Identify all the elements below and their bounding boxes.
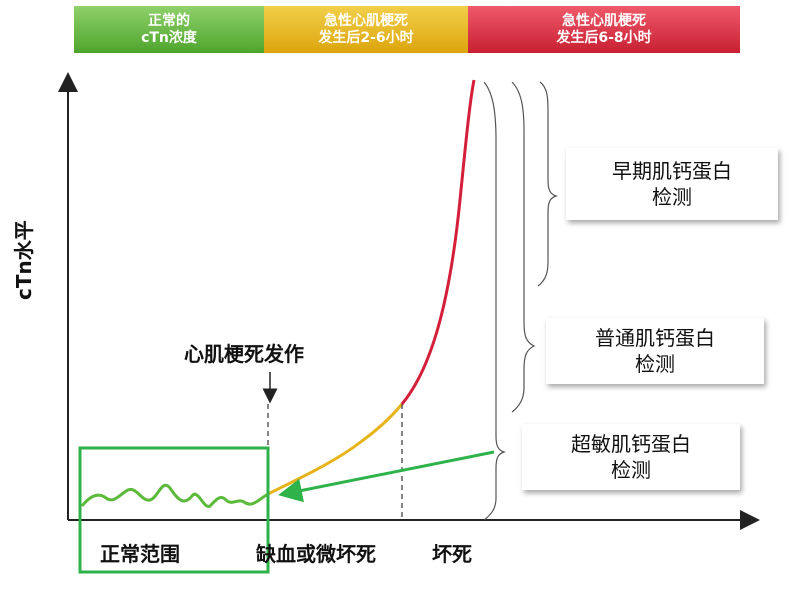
early-detection-line2: 检测 bbox=[652, 185, 692, 209]
early-detection-line1: 早期肌钙蛋白 bbox=[612, 159, 732, 183]
phase-band-2-6h-line1: 急性心肌梗死 bbox=[324, 12, 408, 29]
hs-detection-box: 超敏肌钙蛋白 检测 bbox=[522, 424, 740, 490]
normal-range-curve bbox=[80, 483, 269, 508]
phase-band-normal: 正常的 cTn浓度 bbox=[74, 6, 264, 53]
early-detection-brace bbox=[537, 81, 558, 287]
x-label-necrosis: 坏死 bbox=[432, 542, 472, 566]
hs-detection-line2: 检测 bbox=[611, 458, 651, 482]
x-label-normal-range: 正常范围 bbox=[100, 542, 180, 566]
normal-range-highlight-box bbox=[78, 446, 270, 574]
y-axis-label: cTn水平 bbox=[12, 220, 36, 300]
phase-band-2-6h-line2: 发生后2-6小时 bbox=[318, 29, 414, 46]
steep-ctn-curve bbox=[400, 79, 476, 405]
rising-ctn-curve bbox=[267, 403, 404, 496]
standard-detection-brace bbox=[511, 81, 536, 413]
phase-band-normal-line2: cTn浓度 bbox=[141, 29, 197, 46]
standard-detection-line1: 普通肌钙蛋白 bbox=[595, 326, 715, 350]
phase-band-6-8h-line2: 发生后6-8小时 bbox=[556, 29, 652, 46]
standard-detection-box: 普通肌钙蛋白 检测 bbox=[546, 318, 764, 384]
onset-label: 心肌梗死发作 bbox=[184, 342, 304, 366]
phase-band-6-8h-line1: 急性心肌梗死 bbox=[562, 12, 646, 29]
phase-band-6-8h: 急性心肌梗死 发生后6-8小时 bbox=[468, 6, 740, 53]
phase-band-2-6h: 急性心肌梗死 发生后2-6小时 bbox=[264, 6, 468, 53]
early-detection-box: 早期肌钙蛋白 检测 bbox=[566, 148, 778, 220]
hs-detection-line1: 超敏肌钙蛋白 bbox=[571, 432, 691, 456]
hs-detection-pointer-arrow bbox=[278, 450, 495, 503]
x-label-ischemia: 缺血或微坏死 bbox=[256, 542, 376, 566]
hs-detection-brace bbox=[483, 81, 506, 521]
standard-detection-line2: 检测 bbox=[635, 352, 675, 376]
phase-band-normal-line1: 正常的 bbox=[148, 12, 190, 29]
